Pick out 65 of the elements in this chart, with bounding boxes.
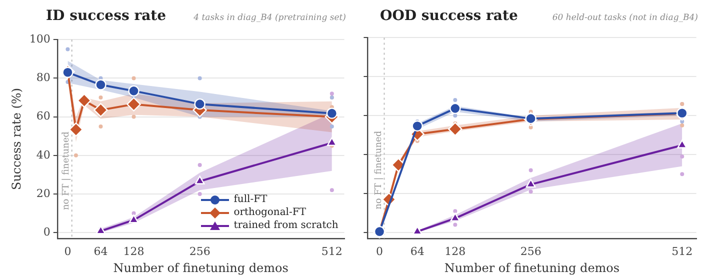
point [198, 163, 202, 168]
ref-line-label: no FT | finetuned [374, 130, 384, 210]
x-axis-title: Number of finetuning demos [113, 260, 288, 275]
point [453, 98, 458, 102]
x-tick-label: 256 [189, 244, 210, 258]
point [450, 102, 461, 114]
chart-title: ID success rate [46, 8, 166, 24]
point [94, 102, 108, 118]
x-tick-label: 128 [123, 244, 144, 258]
x-tick-label: 64 [94, 244, 108, 258]
point [680, 172, 684, 176]
y-tick-label: 100 [29, 32, 50, 46]
point [132, 76, 136, 80]
legend-label: full-FT [234, 193, 268, 206]
y-axis-title: Success rate (%) [9, 88, 24, 190]
point [528, 125, 533, 130]
chart-title: OOD success rate [380, 8, 518, 24]
chart-subtitle: 60 held-out tasks (not in diag_B4) [552, 13, 698, 23]
x-tick-label: 512 [672, 244, 693, 258]
ref-line-label: no FT | finetuned [62, 131, 72, 210]
x-tick-label: 0 [64, 244, 72, 258]
point [680, 154, 684, 159]
point [96, 225, 106, 234]
y-tick-label: 40 [36, 148, 50, 162]
chart-subtitle: 4 tasks in diag_B4 (pretraining set) [194, 13, 346, 23]
point [330, 188, 334, 192]
y-tick-label: 20 [36, 186, 50, 200]
point [680, 119, 684, 124]
x-tick-label: 128 [444, 244, 466, 258]
x-tick-label: 64 [410, 244, 424, 258]
y-tick-label: 60 [36, 110, 50, 123]
point [448, 122, 462, 136]
point [526, 178, 536, 188]
point [412, 120, 423, 132]
point [198, 192, 202, 196]
point [326, 108, 338, 119]
point [453, 222, 458, 227]
x-tick-label: 256 [520, 244, 542, 258]
point [74, 153, 78, 158]
y-tick-label: 80 [36, 71, 50, 84]
point [98, 96, 103, 100]
point [95, 79, 106, 90]
point [528, 168, 533, 172]
point [98, 124, 103, 128]
point [126, 97, 141, 112]
point [66, 47, 70, 52]
x-tick-label: 0 [376, 244, 384, 258]
point [128, 85, 140, 97]
point [330, 92, 334, 96]
point [132, 114, 136, 119]
point [326, 137, 337, 146]
point [198, 76, 202, 80]
x-axis-title: Number of finetuning demos [444, 260, 620, 275]
legend-label: trained from scratch [234, 219, 338, 232]
point [680, 123, 684, 128]
point [77, 93, 92, 108]
point [330, 124, 334, 128]
legend-label: orthogonal-FT [234, 206, 306, 220]
point [453, 114, 458, 118]
x-tick-label: 512 [321, 244, 342, 258]
point [528, 190, 533, 194]
point [194, 98, 206, 110]
y-tick-label: 0 [43, 225, 50, 238]
point [194, 176, 205, 184]
point [62, 66, 74, 78]
